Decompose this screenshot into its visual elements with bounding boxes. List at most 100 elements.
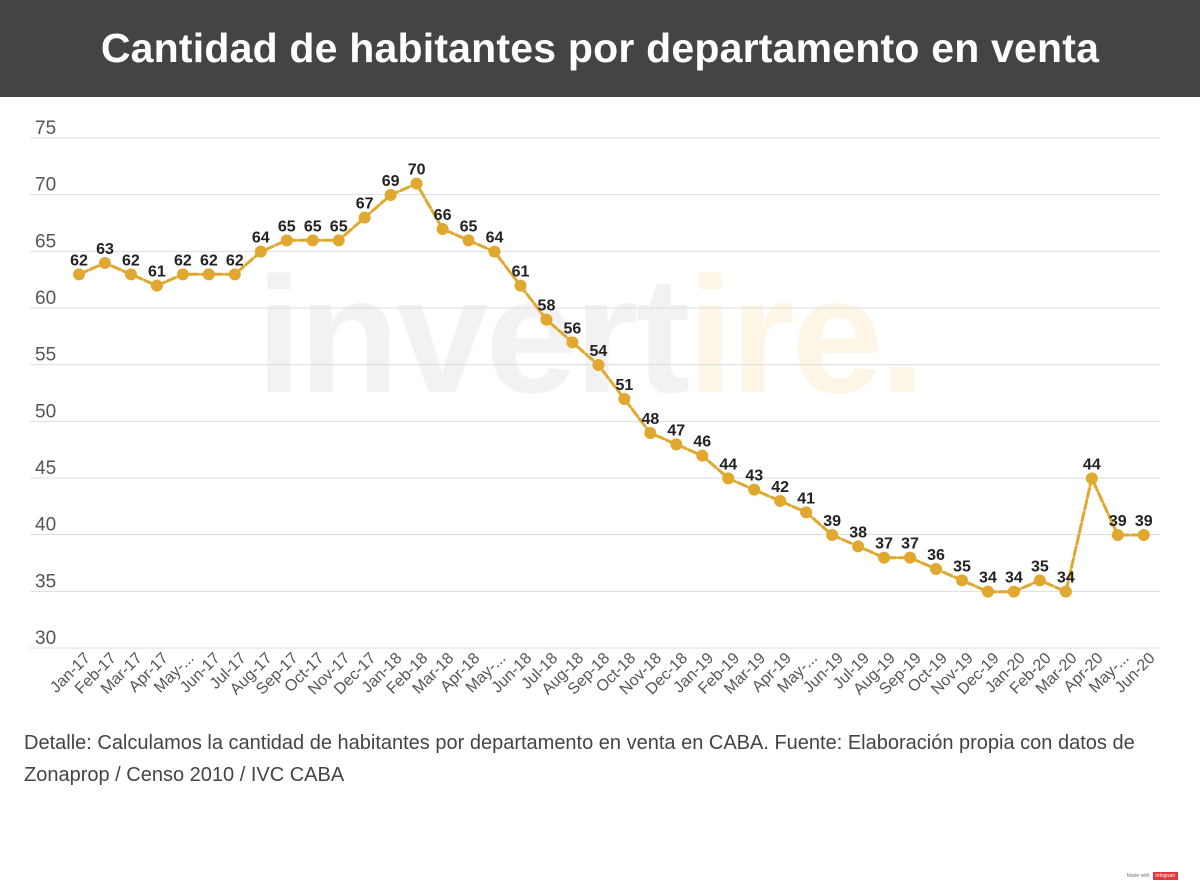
data-point <box>540 313 553 326</box>
data-label: 51 <box>615 377 633 394</box>
data-point <box>748 483 761 496</box>
data-point <box>1033 574 1046 587</box>
made-with-badge: Made with infogram <box>1127 872 1178 880</box>
line-chart: invertire. 30 35 40 45 50 55 60 65 70 75 Jan-17Fe… <box>30 118 1160 699</box>
data-point <box>228 268 241 281</box>
data-label: 48 <box>641 411 659 428</box>
data-label: 54 <box>590 343 608 360</box>
data-label: 34 <box>1057 570 1075 587</box>
svg-text:invertire.: invertire. <box>256 243 923 427</box>
data-point <box>124 268 137 281</box>
data-label: 61 <box>512 264 530 281</box>
data-label: 34 <box>1005 570 1023 587</box>
data-label: 37 <box>875 536 893 553</box>
y-tick-label: 65 <box>35 231 56 252</box>
data-label: 62 <box>70 252 88 269</box>
data-label: 67 <box>356 196 374 213</box>
data-label: 62 <box>200 252 218 269</box>
data-label: 65 <box>278 218 296 235</box>
data-point <box>73 268 85 281</box>
title-bar: Cantidad de habitantes por departamento … <box>0 0 1200 97</box>
data-point <box>514 279 527 292</box>
data-point <box>592 359 605 371</box>
data-point <box>1137 529 1150 541</box>
data-label: 46 <box>693 434 711 451</box>
data-label: 65 <box>304 218 322 235</box>
y-tick-label: 30 <box>35 628 56 649</box>
data-point <box>618 393 631 405</box>
data-label: 36 <box>927 547 945 564</box>
data-point <box>774 495 787 507</box>
data-point <box>852 540 865 553</box>
data-label: 37 <box>901 536 919 553</box>
data-label: 42 <box>771 479 789 496</box>
y-tick-label: 75 <box>35 118 56 139</box>
data-label: 65 <box>330 218 348 235</box>
data-points <box>73 177 1150 598</box>
data-label: 56 <box>564 320 582 337</box>
data-point <box>955 574 968 587</box>
data-point <box>436 223 449 235</box>
data-point <box>1111 529 1124 541</box>
data-label: 66 <box>434 207 452 224</box>
data-point <box>930 563 943 575</box>
data-point <box>488 245 501 258</box>
watermark: invertire. <box>256 243 926 427</box>
data-label: 39 <box>1135 513 1153 530</box>
data-label: 65 <box>460 218 478 235</box>
data-label: 39 <box>1109 513 1127 530</box>
badge-prefix: Made with <box>1126 873 1150 879</box>
data-point <box>150 279 163 292</box>
y-tick-label: 50 <box>35 401 56 422</box>
data-point <box>644 427 657 439</box>
data-label: 35 <box>1031 558 1049 575</box>
data-label: 62 <box>174 252 192 269</box>
badge-brand: infogram <box>1152 872 1178 880</box>
data-point <box>1085 472 1098 485</box>
data-label: 39 <box>823 513 841 530</box>
data-label: 35 <box>953 558 971 575</box>
data-label: 34 <box>979 570 997 587</box>
data-label: 43 <box>745 468 763 485</box>
data-point <box>462 234 475 247</box>
data-point <box>696 449 709 462</box>
data-point <box>904 551 917 564</box>
watermark-main: invert <box>256 243 688 427</box>
chart-title: Cantidad de habitantes por departamento … <box>100 25 1100 71</box>
data-label: 44 <box>719 456 737 473</box>
data-point <box>410 177 423 190</box>
y-tick-label: 40 <box>35 515 56 536</box>
data-label: 62 <box>226 252 244 269</box>
data-point <box>826 529 839 541</box>
x-axis: Jan-17Feb-17Mar-17Apr-17May-...Jun-17Jul… <box>47 650 1158 699</box>
source-note: Detalle: Calculamos la cantidad de habit… <box>24 732 1135 786</box>
data-label: 62 <box>122 252 140 269</box>
data-point <box>358 211 371 224</box>
y-tick-label: 70 <box>35 175 56 196</box>
data-point <box>800 506 813 519</box>
y-tick-label: 60 <box>35 288 56 309</box>
data-label: 47 <box>667 422 685 439</box>
data-point <box>1007 585 1020 598</box>
data-point <box>332 234 345 247</box>
y-tick-label: 45 <box>35 458 56 479</box>
data-label: 41 <box>797 490 815 507</box>
data-label: 63 <box>96 241 114 258</box>
data-label: 64 <box>486 230 504 247</box>
watermark-accent: ire. <box>687 243 923 427</box>
y-tick-label: 35 <box>35 571 56 592</box>
data-point <box>981 585 994 598</box>
data-label: 38 <box>849 524 867 541</box>
data-point <box>254 245 267 258</box>
data-point <box>306 234 319 247</box>
data-point <box>280 234 293 247</box>
data-point <box>98 257 111 269</box>
data-label: 44 <box>1083 456 1101 473</box>
data-label: 69 <box>382 173 400 190</box>
data-label: 70 <box>408 162 426 179</box>
data-point <box>1059 585 1072 598</box>
y-tick-label: 55 <box>35 345 56 366</box>
data-point <box>878 551 891 564</box>
data-labels: 62 63 62 61 62 62 62 64 65 65 65 67 69 70 66 65 64 61 58 56… <box>70 162 1153 587</box>
data-label: 64 <box>252 230 270 247</box>
